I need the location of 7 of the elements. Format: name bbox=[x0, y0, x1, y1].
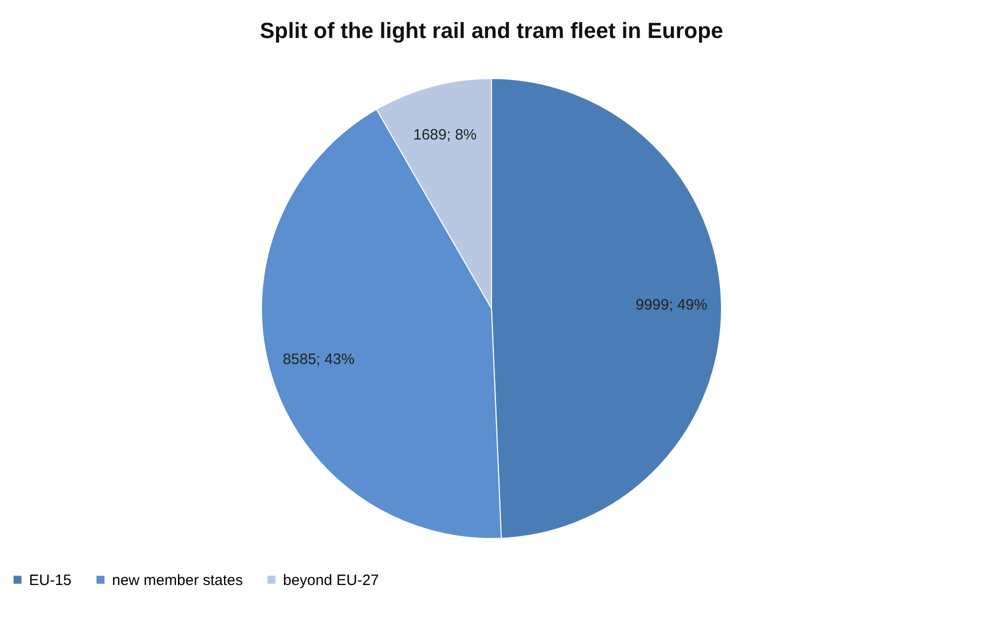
legend-label: EU-15 bbox=[29, 572, 72, 589]
data-label: 1689; 8% bbox=[413, 126, 477, 144]
legend-label: new member states bbox=[112, 572, 243, 589]
data-label: 9999; 49% bbox=[636, 296, 708, 314]
data-label: 8585; 43% bbox=[282, 350, 355, 368]
chart-title: Split of the light rail and tram fleet in Europe bbox=[260, 18, 724, 43]
legend-label: beyond EU-27 bbox=[283, 572, 379, 589]
